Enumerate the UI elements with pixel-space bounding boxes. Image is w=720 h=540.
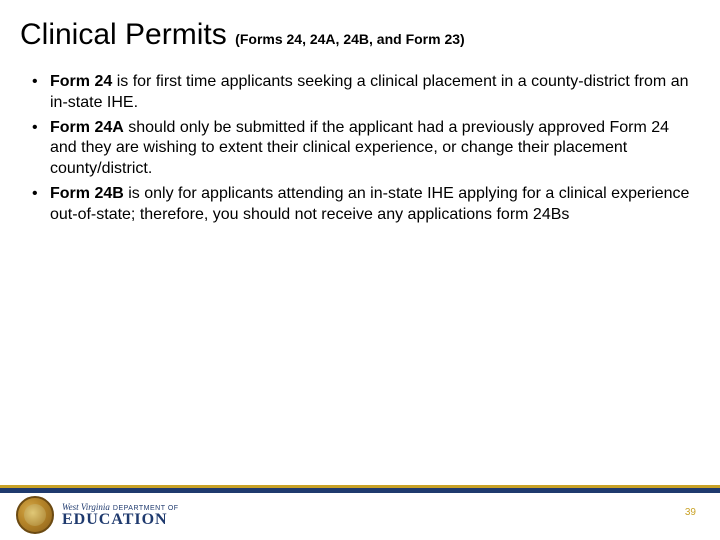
bullet-text: is only for applicants attending an in-s… [50,185,689,223]
footer: West Virginia DEPARTMENT OF EDUCATION 39 [0,470,720,540]
bullet-lead: Form 24B [50,185,124,202]
page-title: Clinical Permits [20,18,227,51]
page-subtitle: (Forms 24, 24A, 24B, and Form 23) [235,31,465,47]
state-seal-icon [16,496,54,534]
list-item: Form 24B is only for applicants attendin… [28,184,692,226]
bullet-list: Form 24 is for first time applicants see… [28,72,692,226]
bullet-lead: Form 24A [50,119,124,136]
content-area: Form 24 is for first time applicants see… [0,60,720,226]
logo-education-label: EDUCATION [62,512,179,528]
page-number: 39 [685,507,696,518]
bullet-text: is for first time applicants seeking a c… [50,73,688,111]
bullet-lead: Form 24 [50,73,112,90]
bullet-text: should only be submitted if the applican… [50,119,669,178]
footer-blue-band [0,488,720,493]
logo-area: West Virginia DEPARTMENT OF EDUCATION [16,496,179,534]
list-item: Form 24 is for first time applicants see… [28,72,692,114]
logo-text: West Virginia DEPARTMENT OF EDUCATION [62,503,179,528]
title-area: Clinical Permits (Forms 24, 24A, 24B, an… [0,0,720,60]
slide: Clinical Permits (Forms 24, 24A, 24B, an… [0,0,720,540]
list-item: Form 24A should only be submitted if the… [28,118,692,180]
